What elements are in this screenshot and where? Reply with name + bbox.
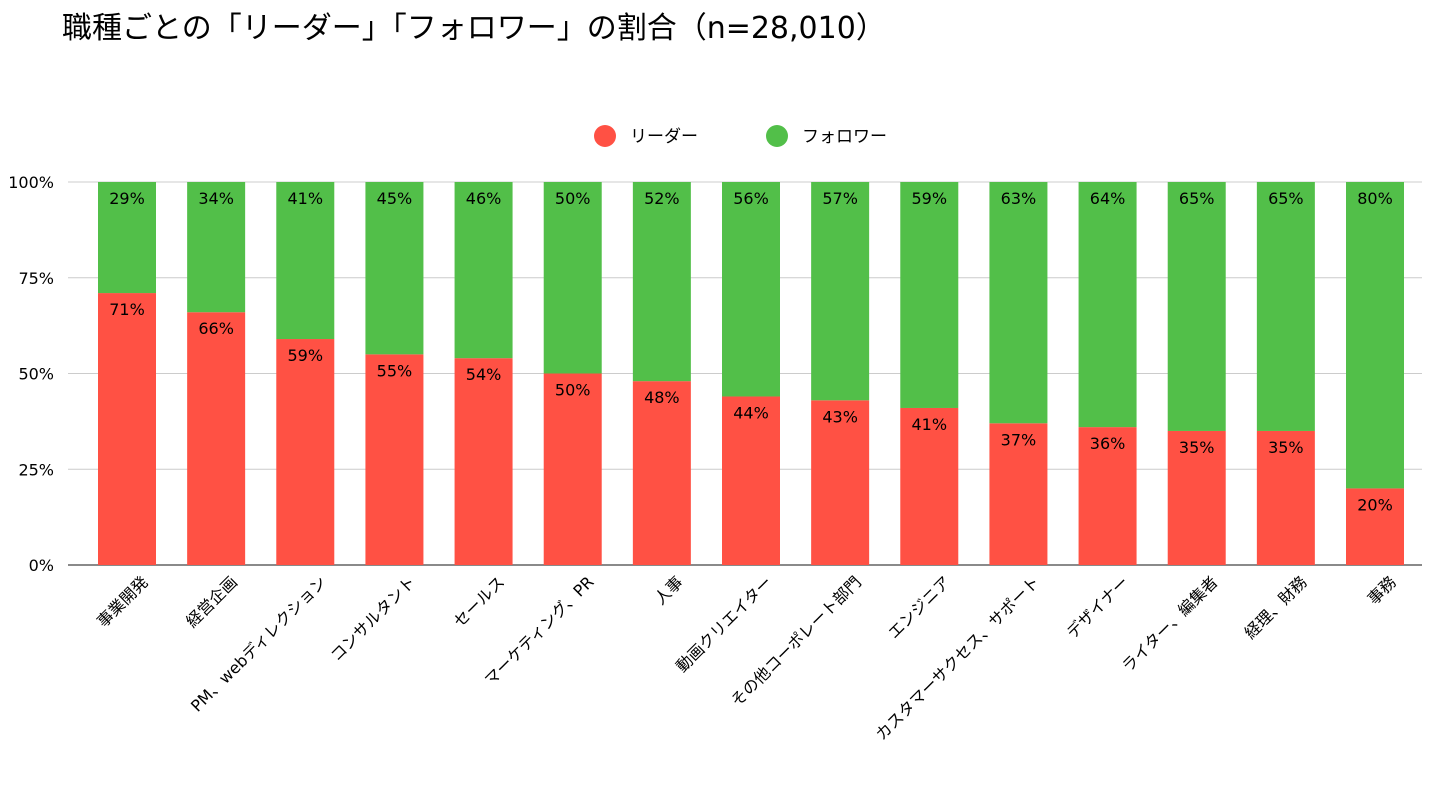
data-label-leader: 35% (1179, 438, 1215, 457)
bar-segment-leader[interactable] (632, 381, 691, 565)
bar-segment-leader[interactable] (365, 354, 424, 565)
bar-segment-follower[interactable] (1256, 182, 1315, 431)
data-label-follower: 59% (912, 189, 948, 208)
bar-segment-follower[interactable] (632, 182, 691, 382)
x-category-label: 人事 (651, 572, 687, 608)
data-label-leader: 20% (1357, 495, 1393, 514)
data-label-follower: 64% (1090, 189, 1126, 208)
data-label-leader: 35% (1268, 438, 1304, 457)
bar-segment-leader[interactable] (811, 400, 870, 565)
data-label-leader: 55% (377, 361, 413, 380)
bar-segment-leader[interactable] (98, 293, 156, 565)
data-label-follower: 29% (109, 189, 145, 208)
y-tick-label: 0% (29, 556, 54, 575)
bar-segment-leader[interactable] (1256, 430, 1315, 565)
bar-segment-follower[interactable] (900, 182, 959, 408)
y-tick-label: 50% (18, 365, 54, 384)
x-category-label: デザイナー (1063, 572, 1133, 642)
data-label-leader: 54% (466, 365, 502, 384)
data-label-follower: 45% (377, 189, 413, 208)
bar-segment-follower[interactable] (276, 182, 335, 340)
data-label-leader: 71% (109, 300, 145, 319)
data-label-leader: 41% (912, 415, 948, 434)
bar-segment-follower[interactable] (1167, 182, 1226, 431)
bar-segment-follower[interactable] (722, 182, 780, 397)
data-label-leader: 36% (1090, 434, 1126, 453)
x-category-label: 事務 (1364, 572, 1400, 608)
bar-segment-follower[interactable] (1078, 182, 1137, 428)
chart-title: 職種ごとの「リーダー」「フォロワー」の割合（n=28,010） (62, 11, 886, 46)
x-category-label: カスタマーサクセス、サポート (872, 572, 1044, 744)
bar-segment-follower[interactable] (811, 182, 870, 401)
bar-segment-leader[interactable] (187, 312, 246, 565)
bar-segment-follower[interactable] (187, 182, 246, 313)
x-category-label: 経理、財務 (1241, 572, 1311, 642)
legend-item-leader[interactable]: リーダー (594, 125, 698, 147)
x-category-label: ライター、編集者 (1118, 572, 1221, 675)
legend-label-follower: フォロワー (802, 127, 887, 147)
bar-segment-leader[interactable] (989, 423, 1048, 565)
bars (98, 182, 1404, 565)
bar-segment-follower[interactable] (543, 182, 602, 374)
bar-segment-leader[interactable] (543, 373, 602, 566)
data-label-leader: 48% (644, 388, 680, 407)
y-tick-label: 100% (8, 173, 54, 192)
data-label-follower: 65% (1179, 189, 1215, 208)
data-label-follower: 34% (198, 189, 234, 208)
data-label-leader: 50% (555, 381, 591, 400)
bar-segment-leader[interactable] (900, 407, 959, 565)
bar-segment-leader[interactable] (276, 339, 335, 565)
x-category-label: 経営企画 (182, 572, 241, 631)
legend-item-follower[interactable]: フォロワー (766, 125, 887, 147)
x-category-label: コンサルタント (327, 572, 420, 665)
data-label-follower: 56% (733, 189, 769, 208)
bar-segment-leader[interactable] (1346, 488, 1404, 565)
data-label-follower: 52% (644, 189, 680, 208)
bar-segment-leader[interactable] (1167, 430, 1226, 565)
bar-segment-follower[interactable] (454, 182, 513, 359)
bar-segment-follower[interactable] (1346, 182, 1404, 489)
data-label-follower: 57% (822, 189, 858, 208)
y-axis-ticks: 0% 25% 50% 75% 100% (8, 173, 54, 575)
data-label-leader: 43% (822, 407, 858, 426)
legend-label-leader: リーダー (630, 127, 698, 147)
data-label-follower: 80% (1357, 189, 1393, 208)
bar-segment-leader[interactable] (1078, 427, 1137, 565)
data-label-leader: 59% (288, 346, 324, 365)
x-category-label: 動画クリエイター (672, 572, 776, 676)
y-tick-label: 75% (18, 269, 54, 288)
legend-marker-follower (766, 125, 788, 147)
x-category-label: エンジニア (884, 572, 954, 642)
legend-marker-leader (594, 125, 616, 147)
bar-segment-follower[interactable] (365, 182, 424, 355)
legend: リーダー フォロワー (594, 125, 887, 147)
bar-segment-leader[interactable] (454, 358, 513, 565)
x-category-label: セールス (450, 572, 509, 631)
bar-segment-follower[interactable] (989, 182, 1048, 424)
bar-segment-follower[interactable] (98, 182, 156, 294)
bar-segment-leader[interactable] (722, 396, 780, 565)
data-label-follower: 65% (1268, 189, 1304, 208)
data-labels: 71% 29% 66% 34% 59% 41% 55% 45% 54% 46% 50% 50% 48% 5… (109, 189, 1393, 514)
data-label-follower: 46% (466, 189, 502, 208)
x-category-label: 事業開発 (93, 572, 152, 631)
data-label-leader: 66% (198, 319, 234, 338)
data-label-follower: 41% (288, 189, 324, 208)
data-label-follower: 63% (1001, 189, 1037, 208)
data-label-follower: 50% (555, 189, 591, 208)
y-tick-label: 25% (18, 460, 54, 479)
data-label-leader: 37% (1001, 430, 1037, 449)
data-label-leader: 44% (733, 403, 769, 422)
